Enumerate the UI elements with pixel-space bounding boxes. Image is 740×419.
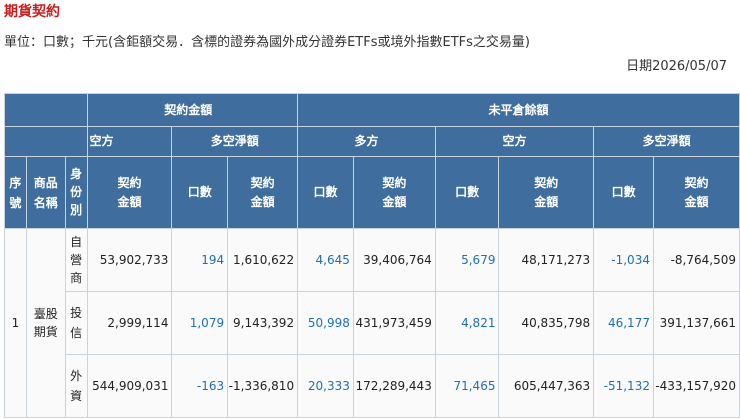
header-net: 多空淨額: [171, 126, 299, 157]
net-qty-link[interactable]: 194: [171, 228, 229, 292]
short-amount-cell: 2,999,114: [86, 291, 173, 355]
header-blank-cell: [4, 93, 88, 127]
short-amount-cell: 53,902,733: [86, 228, 173, 292]
oi-net-qty-link[interactable]: -1,034: [593, 228, 654, 292]
header-oi-long-qty: 口數: [297, 156, 354, 229]
net-amount-cell: 9,143,392: [227, 291, 299, 355]
table-row: 外資 544,909,031 -163 -1,336,810 20,333 17…: [5, 354, 740, 418]
header-oi-net-amount: 契約金額: [652, 156, 740, 229]
header-product: 商品名稱: [25, 156, 66, 229]
oi-short-amount-cell: 48,171,273: [498, 228, 595, 292]
net-qty-link[interactable]: -163: [171, 354, 229, 418]
net-amount-cell: -1,336,810: [227, 354, 299, 418]
seq-cell: 1: [4, 228, 27, 418]
oi-net-qty-link[interactable]: -51,132: [593, 354, 654, 418]
unit-note: 單位：口數；千元(含鉅額交易．含標的證券為國外成分證券ETFs或境外指數ETFs…: [4, 35, 530, 50]
oi-short-amount-cell: 605,447,363: [498, 354, 595, 418]
oi-long-qty-link[interactable]: 20,333: [297, 354, 354, 418]
product-cell: 臺股期貨: [25, 228, 66, 418]
header-oi-short-qty: 口數: [434, 156, 500, 229]
header-oi-short-amount: 契約金額: [498, 156, 595, 229]
net-qty-link[interactable]: 1,079: [171, 291, 229, 355]
net-amount-cell: 1,610,622: [227, 228, 299, 292]
date-label: 日期2026/05/07: [626, 59, 727, 74]
header-oi-long: 多方: [297, 126, 436, 157]
header-oi-net: 多空淨額: [593, 126, 740, 157]
oi-short-qty-link[interactable]: 4,821: [434, 291, 500, 355]
oi-long-amount-cell: 431,973,459: [352, 291, 436, 355]
oi-net-amount-cell: -8,764,509: [652, 228, 740, 292]
oi-net-amount-cell: 391,137,661: [652, 291, 740, 355]
header-net-amount: 契約金額: [227, 156, 299, 229]
oi-net-qty-link[interactable]: 46,177: [593, 291, 654, 355]
header-seq: 序號: [4, 156, 27, 229]
header-short: 空方: [86, 126, 173, 157]
page-title: 期貨契約: [4, 4, 60, 20]
table-row: 投信 2,999,114 1,079 9,143,392 50,998 431,…: [5, 291, 740, 355]
header-trade-amount-group: 契約金額: [86, 93, 299, 127]
header-net-qty: 口數: [171, 156, 229, 229]
short-amount-cell: 544,909,031: [86, 354, 173, 418]
oi-long-amount-cell: 39,406,764: [352, 228, 436, 292]
header-oi-long-amount: 契約金額: [352, 156, 436, 229]
table-row: 1 臺股期貨 自營商 53,902,733 194 1,610,622 4,64…: [4, 228, 740, 418]
oi-long-qty-link[interactable]: 50,998: [297, 291, 354, 355]
identity-cell: 外資: [64, 354, 88, 418]
oi-long-qty-link[interactable]: 4,645: [297, 228, 354, 292]
futures-contract-table: 契約金額 未平倉餘額 空方 多空淨額 多方 空方 多空淨額 序號 商品名稱 身份…: [4, 93, 740, 418]
header-short-amount: 契約金額: [86, 156, 173, 229]
oi-short-qty-link[interactable]: 71,465: [434, 354, 500, 418]
header-identity: 身份別: [64, 156, 88, 229]
identity-cell: 自營商: [64, 228, 88, 292]
oi-short-qty-link[interactable]: 5,679: [434, 228, 500, 292]
header-oi-net-qty: 口數: [593, 156, 654, 229]
oi-short-amount-cell: 40,835,798: [498, 291, 595, 355]
identity-cell: 投信: [64, 291, 88, 355]
header-open-interest-group: 未平倉餘額: [297, 93, 740, 127]
oi-long-amount-cell: 172,289,443: [352, 354, 436, 418]
header-oi-short: 空方: [434, 126, 595, 157]
header-blank-cell: [4, 126, 88, 157]
oi-net-amount-cell: -433,157,920: [652, 354, 740, 418]
